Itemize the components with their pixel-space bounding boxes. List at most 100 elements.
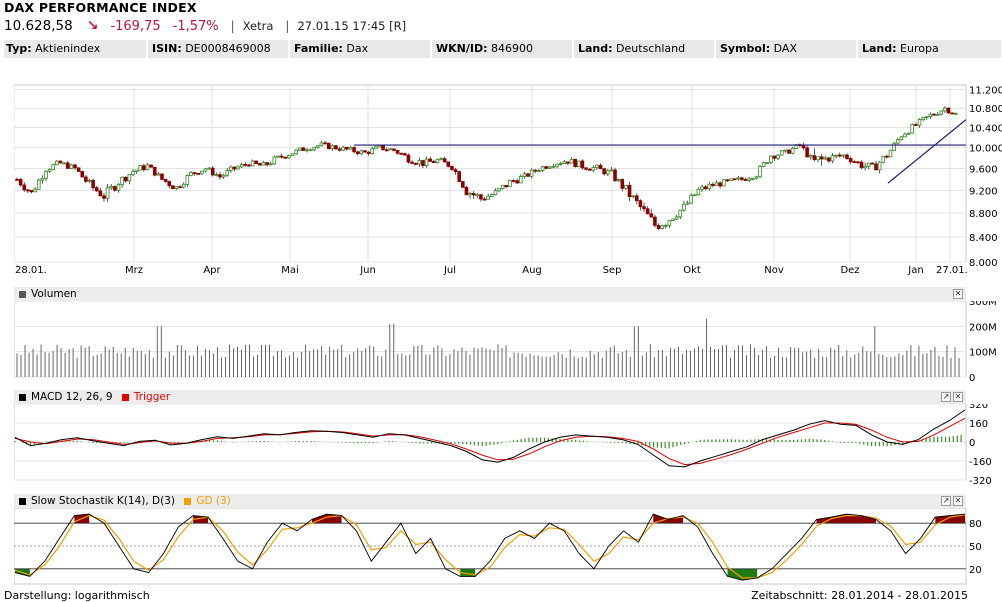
- close-macd-button[interactable]: ✕: [953, 392, 963, 402]
- candle-body: [490, 194, 494, 197]
- candle-body: [830, 155, 835, 162]
- close-volume-button[interactable]: ✕: [953, 289, 963, 299]
- price-x-tick-label: Mai: [281, 265, 299, 276]
- macd-line: [14, 409, 966, 468]
- settings-macd-button[interactable]: ↗: [941, 392, 951, 402]
- info-separator: [572, 40, 574, 58]
- close-stoch-button[interactable]: ✕: [953, 496, 963, 506]
- candle-body: [678, 209, 683, 218]
- time-period: Zeitabschnitt: 28.01.2014 - 28.01.2015: [751, 589, 968, 602]
- candle-body: [316, 145, 320, 148]
- candle-body: [696, 188, 701, 196]
- candle-body: [381, 145, 385, 151]
- price-y-tick-label: 8.000: [969, 258, 998, 269]
- candle-body: [685, 202, 690, 205]
- candle-body: [421, 160, 425, 167]
- candle-body: [620, 179, 625, 189]
- stochastic-chart[interactable]: 80 50 20: [14, 508, 1002, 588]
- candle-body: [352, 147, 356, 153]
- display-mode: Darstellung: logarithmisch: [4, 589, 150, 602]
- settings-stoch-button[interactable]: ↗: [941, 496, 951, 506]
- candle-body: [73, 164, 77, 169]
- candle-body: [464, 186, 469, 196]
- candle-body: [399, 152, 403, 155]
- info-value: DAX: [770, 42, 797, 55]
- separator: |: [285, 19, 290, 33]
- candle-body: [953, 113, 958, 115]
- candle-body: [656, 224, 661, 230]
- candle-body: [624, 184, 628, 189]
- candle-body: [540, 166, 545, 171]
- candle-body: [790, 148, 795, 154]
- candle-body: [743, 179, 748, 181]
- candle-body: [645, 208, 650, 215]
- candle-body: [787, 149, 791, 154]
- candle-body: [453, 169, 458, 173]
- candle-body: [185, 175, 190, 185]
- candle-body: [577, 160, 581, 168]
- volume-y-tick-label: 0: [969, 373, 975, 384]
- candle-body: [917, 119, 922, 126]
- candle-body: [105, 187, 110, 199]
- candle-body: [406, 154, 411, 163]
- candle-body: [932, 113, 936, 116]
- candle-body: [602, 168, 606, 175]
- candle-body: [663, 224, 668, 227]
- candle-body: [384, 149, 389, 152]
- exchange-name: Xetra: [242, 19, 274, 33]
- candle-body: [192, 172, 197, 175]
- candle-body: [109, 186, 114, 189]
- candle-body: [131, 171, 135, 175]
- price-x-tick-label: Dez: [840, 265, 859, 276]
- candle-body: [471, 193, 476, 196]
- info-separator: [146, 40, 148, 58]
- quote-row: 10.628,58 ↘ -169,75 -1,57% | Xetra | 27.…: [4, 16, 406, 36]
- candle-body: [29, 190, 34, 193]
- candle-body: [631, 195, 635, 198]
- candle-body: [312, 146, 317, 151]
- candle-body: [330, 145, 335, 150]
- candle-body: [326, 142, 331, 150]
- candle-body: [210, 167, 215, 176]
- candle-body: [203, 168, 208, 172]
- candle-body: [142, 165, 146, 171]
- candle-body: [479, 194, 483, 200]
- candle-body: [653, 216, 657, 226]
- price-y-tick-label: 8.400: [969, 233, 998, 244]
- candle-body: [779, 150, 784, 156]
- info-cell: Familie: Dax: [294, 42, 368, 55]
- candle-body: [417, 160, 422, 165]
- volume-chart[interactable]: 300M 200M 100M 0: [14, 301, 1002, 385]
- macd-chart[interactable]: 320 160 0 -160 -320: [14, 404, 1002, 484]
- candle-body: [301, 147, 306, 151]
- candle-body: [950, 112, 954, 115]
- candle-body: [214, 174, 219, 177]
- candle-body: [928, 113, 933, 118]
- price-x-tick-label: Nov: [764, 265, 784, 276]
- candle-body: [939, 110, 944, 115]
- candle-body: [819, 156, 824, 160]
- info-cell: Land: Deutschland: [578, 42, 685, 55]
- down-arrow-icon: ↘: [86, 18, 99, 34]
- candle-body: [544, 166, 548, 169]
- candle-body: [845, 154, 849, 159]
- candle-body: [638, 200, 643, 208]
- candle-body: [562, 161, 567, 164]
- candle-body: [276, 155, 280, 158]
- stoch-y-tick-label: 20: [969, 565, 982, 576]
- macd-y-tick-label: 320: [969, 404, 988, 411]
- candle-body: [113, 186, 117, 191]
- candle-body: [721, 179, 726, 187]
- candle-body: [283, 156, 288, 159]
- candle-body: [852, 161, 857, 164]
- price-chart[interactable]: 11.200 10.800 10.400 10.000 9.600 9.200 8.800 8…: [14, 81, 1002, 276]
- candle-body: [486, 195, 490, 200]
- candle-body: [236, 166, 240, 170]
- candle-body: [91, 179, 95, 189]
- candle-body: [906, 132, 911, 135]
- candle-body: [736, 177, 741, 180]
- candle-body: [707, 183, 712, 190]
- candle-body: [783, 149, 788, 152]
- candle-body: [497, 187, 501, 192]
- info-label: Land:: [578, 42, 613, 55]
